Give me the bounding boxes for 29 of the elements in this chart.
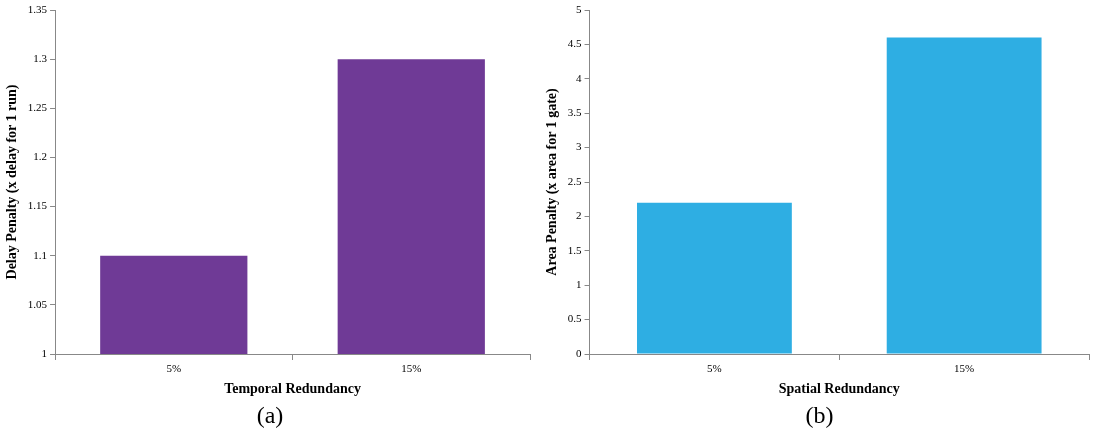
y-tick-label: 1	[576, 278, 582, 291]
y-tick-label: 2	[576, 209, 582, 222]
x-axis-title: Spatial Redundancy	[778, 381, 900, 397]
y-tick-label: 0	[576, 346, 583, 359]
y-tick-label: 1.15	[27, 199, 48, 212]
text: (a)	[255, 401, 285, 430]
y-tick-label: 5	[576, 2, 583, 15]
y-tick-label: 1.3	[33, 52, 48, 65]
x-axis-title: Temporal Redundancy	[224, 381, 361, 397]
y-tick-label: 2.5	[567, 174, 583, 187]
y-tick-label: 1.35	[27, 2, 48, 15]
x-tick-label: 5%	[166, 362, 182, 375]
y-axis-title: Delay Penalty (x delay for 1 run)	[4, 84, 21, 280]
y-tick-label: 4.5	[567, 37, 583, 50]
y-tick-label: 0.5	[567, 312, 583, 325]
x-tick-label: 15%	[401, 362, 422, 375]
y-tick-label: 1.25	[27, 101, 48, 114]
x-tick-label: 15%	[954, 362, 975, 375]
y-tick-label: 4	[576, 71, 583, 84]
y-tick-label: 1	[41, 346, 48, 359]
y-tick-label: 1.5	[567, 243, 583, 256]
x-tick-label: 5%	[707, 362, 722, 375]
y-tick-label: 1.2	[33, 150, 48, 163]
y-tick-label: 1.1	[33, 248, 48, 261]
y-tick-label: 3	[576, 140, 583, 153]
y-tick-label: 3.5	[567, 106, 583, 119]
text: (b)	[804, 401, 835, 430]
y-axis-title: Area Penalty (x area for 1 gate)	[544, 87, 561, 276]
y-tick-label: 1.05	[27, 297, 48, 310]
